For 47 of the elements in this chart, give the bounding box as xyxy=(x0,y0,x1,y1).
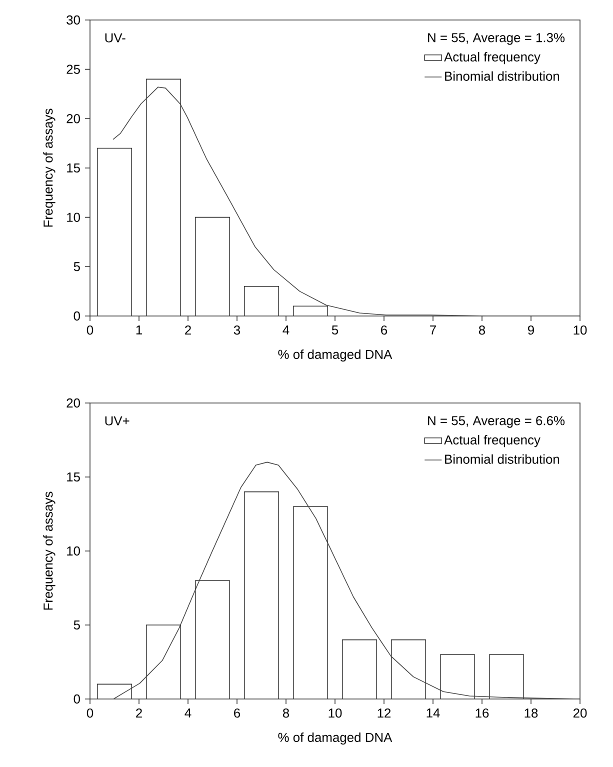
x-axis-title: % of damaged DNA xyxy=(278,732,392,745)
y-tick-label: 20 xyxy=(66,114,80,124)
x-tick-label: 1 xyxy=(136,325,142,334)
legend-label: Actual frequency xyxy=(444,52,540,64)
x-tick-label: 10 xyxy=(574,325,587,335)
x-tick-label: 14 xyxy=(426,708,440,718)
y-tick-label: 15 xyxy=(67,163,80,173)
x-tick-label: 8 xyxy=(478,325,486,335)
x-tick-label: 10 xyxy=(328,708,342,718)
y-axis-title: Frequency of assays xyxy=(43,492,56,610)
x-tick-label: 6 xyxy=(381,325,388,335)
y-tick-label: 10 xyxy=(67,546,80,556)
line-series xyxy=(112,86,580,316)
y-tick-label: 25 xyxy=(66,64,80,74)
legend-label: Actual frequency xyxy=(444,435,540,448)
x-tick-label: 20 xyxy=(573,708,587,718)
y-tick-label: 30 xyxy=(66,15,80,25)
y-axis-title: Frequency of assays xyxy=(43,108,56,227)
x-tick-label: 12 xyxy=(378,708,391,718)
x-tick-label: 6 xyxy=(234,708,240,718)
x-tick-label: 9 xyxy=(528,325,534,335)
x-tick-label: 2 xyxy=(136,708,142,718)
x-tick-label: 3 xyxy=(234,325,240,335)
x-tick-label: 4 xyxy=(282,325,290,334)
legend-title: N = 55, Average = 6.6% xyxy=(428,416,565,428)
x-tick-label: 18 xyxy=(524,708,538,718)
x-tick-label: 5 xyxy=(332,325,338,335)
legend-title: N = 55, Average = 1.3% xyxy=(428,33,565,45)
x-tick-label: 0 xyxy=(86,325,94,335)
legend-label: Binomial distribution xyxy=(445,454,560,464)
x-axis-title: % of damaged DNA xyxy=(278,349,392,362)
y-tick-label: 0 xyxy=(74,694,80,704)
y-tick-label: 5 xyxy=(74,620,80,630)
text: UV+ xyxy=(105,416,130,426)
legend-label: Binomial distribution xyxy=(445,71,560,81)
x-tick-label: 16 xyxy=(476,708,489,718)
x-tick-label: 7 xyxy=(430,325,436,334)
y-tick-label: 10 xyxy=(67,212,80,222)
y-tick-label: 20 xyxy=(66,398,80,408)
y-tick-label: 0 xyxy=(74,311,80,321)
y-tick-label: 5 xyxy=(74,262,80,272)
text: UV- xyxy=(105,33,126,42)
x-tick-label: 2 xyxy=(185,325,191,335)
x-tick-label: 8 xyxy=(282,708,290,718)
y-tick-label: 15 xyxy=(67,472,80,482)
x-tick-label: 4 xyxy=(184,708,192,718)
x-tick-label: 0 xyxy=(86,708,94,718)
